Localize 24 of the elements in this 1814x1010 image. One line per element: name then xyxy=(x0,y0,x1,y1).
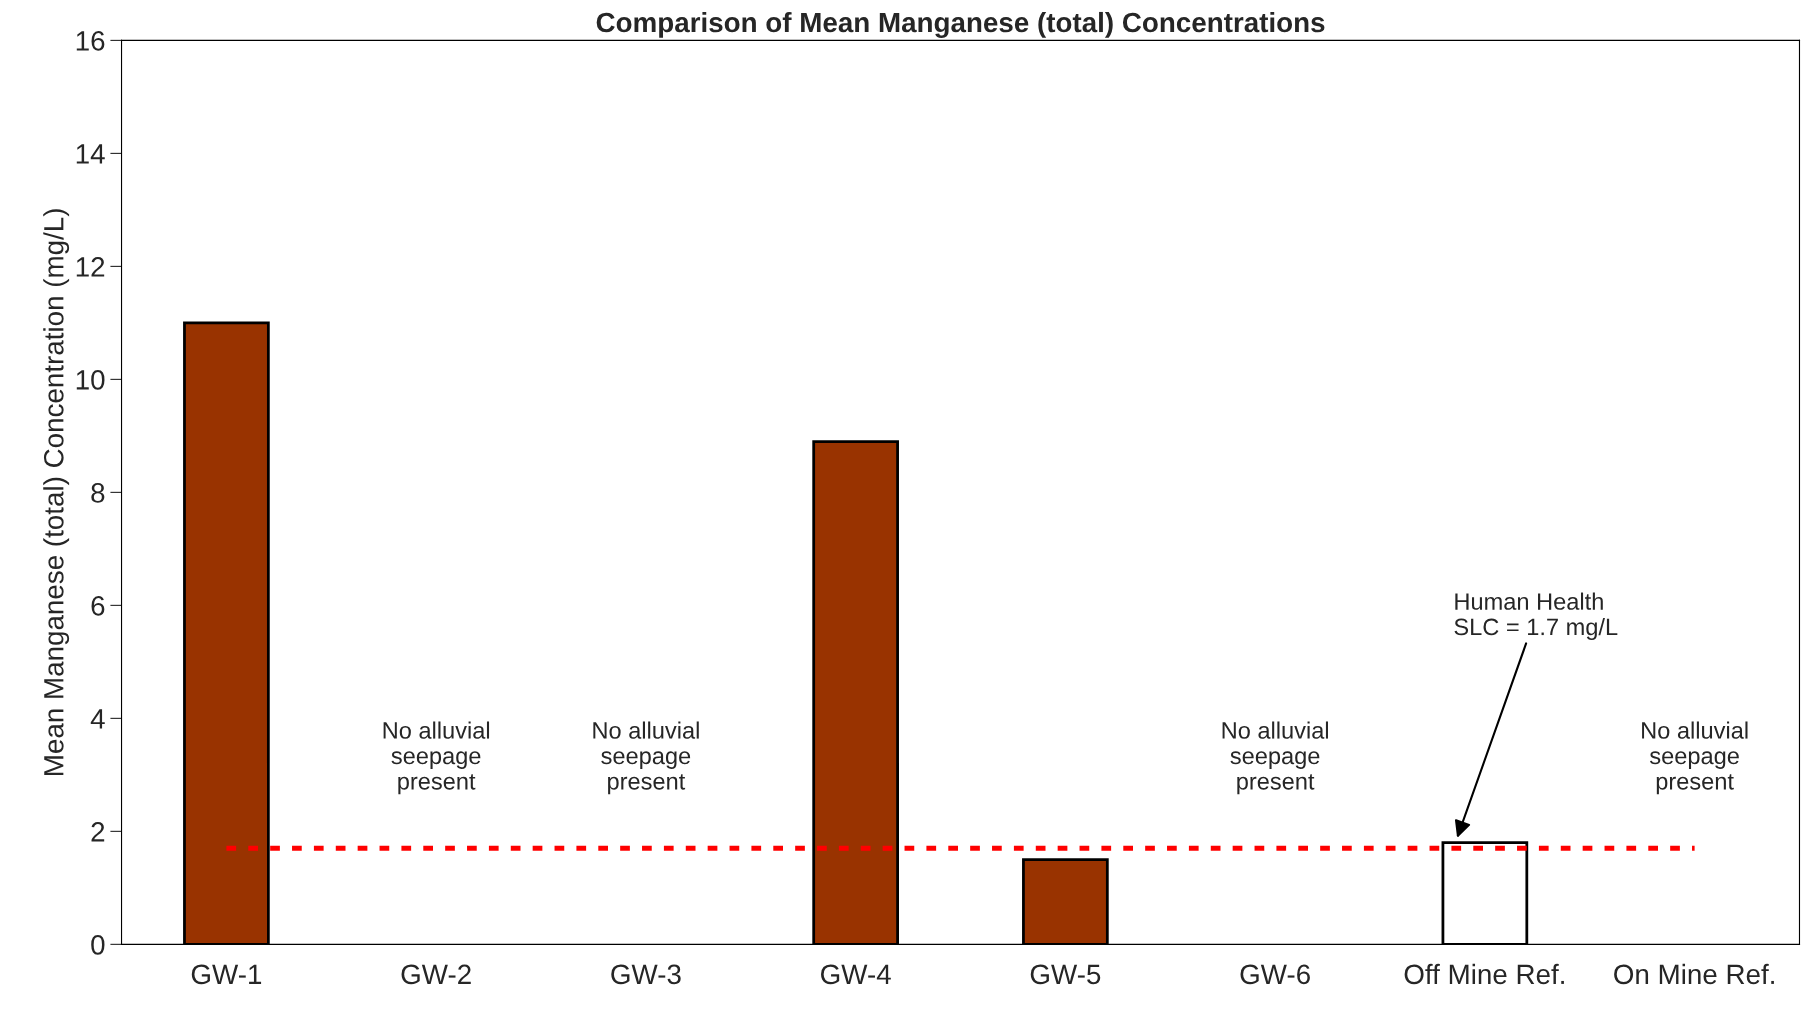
annotation: No alluvial seepage present xyxy=(1642,721,1748,795)
y-tick-label: 6 xyxy=(91,596,105,616)
y-tick-label: 14 xyxy=(76,144,105,164)
x-tick-label: GW-5 xyxy=(1030,964,1101,985)
x-tick-label: GW-3 xyxy=(611,964,681,985)
annotation: Human Health SLC = 1.7 mg/L xyxy=(1454,592,1618,640)
annotation: No alluvial seepage present xyxy=(1222,721,1329,795)
y-axis-title: Mean Manganese (total) Concentration (mg/L) xyxy=(43,209,70,775)
chart-title: Comparison of Mean Manganese (total) Concentrations xyxy=(596,11,1325,38)
y-tick-label: 10 xyxy=(76,370,105,390)
y-tick-label: 4 xyxy=(90,709,105,729)
x-tick-label: Off Mine Ref. xyxy=(1404,963,1564,985)
annotation: No alluvial seepage present xyxy=(593,721,699,795)
x-tick-label: GW-6 xyxy=(1240,964,1310,985)
y-tick-label: 16 xyxy=(76,31,105,51)
x-tick-label: On Mine Ref. xyxy=(1614,963,1774,985)
annotation: No alluvial seepage present xyxy=(383,721,490,795)
y-tick-label: 12 xyxy=(76,257,105,277)
x-tick-label: GW-2 xyxy=(401,964,471,985)
y-tick-label: 8 xyxy=(91,483,105,503)
x-tick-label: GW-1 xyxy=(191,964,262,985)
y-tick-label: 0 xyxy=(91,935,105,955)
y-tick-label: 2 xyxy=(91,822,105,842)
x-tick-label: GW-4 xyxy=(821,964,891,985)
